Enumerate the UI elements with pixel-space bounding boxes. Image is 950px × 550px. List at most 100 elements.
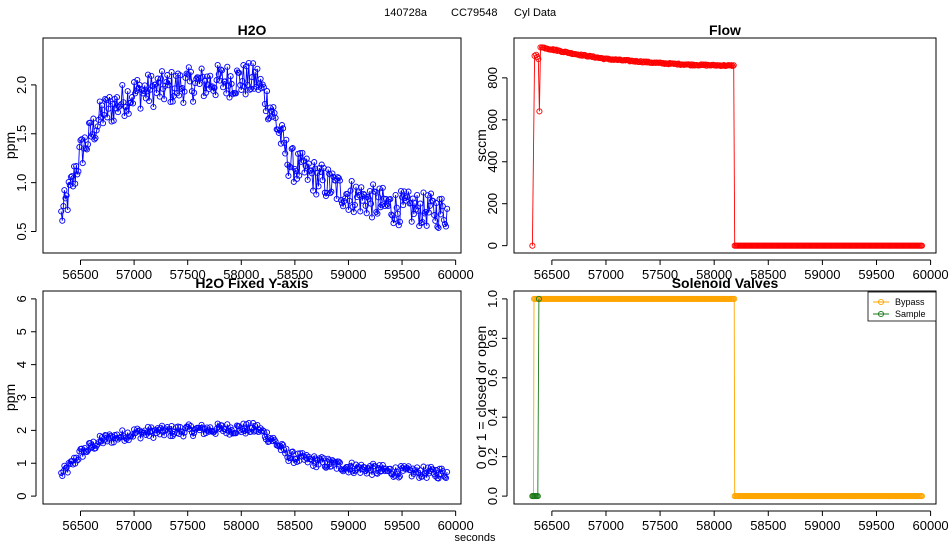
- h2o-data-point: [327, 190, 334, 197]
- h2o-fixed-data-point: [376, 462, 383, 469]
- h2o-data-point: [278, 122, 286, 129]
- valve-sample-data-point: [535, 295, 542, 302]
- legend-sample-label: Sample: [895, 309, 926, 319]
- h2o-data-point: [283, 136, 290, 143]
- h2o-fixed-data-point: [187, 422, 194, 430]
- h2o-fixed-data-point: [224, 421, 231, 428]
- h2o-data-point: [180, 99, 187, 106]
- h2o-fixed-data-point: [245, 419, 252, 427]
- h2o-data-point: [370, 181, 377, 188]
- h2o-data-point: [415, 207, 422, 214]
- h2o-data-point: [161, 96, 168, 103]
- h2o-data-point: [400, 202, 407, 209]
- h2o-data-point: [362, 202, 369, 209]
- panel-flow: Flow sccm 56500 57000 57500 58000 58500 59000 59…: [473, 22, 949, 282]
- h2o-data-point: [186, 78, 193, 85]
- h2o-data-point: [360, 190, 367, 197]
- h2o-data-point: [143, 88, 151, 95]
- flow-data-point: [730, 62, 737, 69]
- h2o-y-tick-label: 1.0: [14, 174, 29, 192]
- h2o-data-point: [227, 73, 234, 80]
- h2o-data-point: [313, 191, 320, 198]
- h2o-data-point: [157, 75, 164, 82]
- h2o-data-point: [134, 76, 141, 84]
- h2o-data-point: [277, 140, 284, 147]
- h2o-fixed-data-point: [420, 463, 427, 470]
- flow-y-tick-label: 400: [485, 151, 500, 173]
- h2o-data-point: [211, 84, 218, 91]
- h2o-data-point: [374, 210, 381, 217]
- h2o-fixed-data-point: [137, 435, 144, 442]
- h2o-data-point: [392, 191, 399, 199]
- h2o-data-point: [358, 184, 365, 191]
- h2o-data-point: [431, 212, 438, 219]
- flow-title: Flow: [709, 22, 741, 38]
- h2o-fixed-data-point: [326, 457, 333, 464]
- h2o-data-point: [154, 75, 161, 82]
- h2o-data-point: [81, 134, 88, 141]
- h2o-data-point: [110, 117, 117, 124]
- valves-x-tick-label: 57500: [642, 518, 678, 533]
- h2o-data-point: [372, 188, 379, 195]
- h2o-data-point: [77, 137, 84, 144]
- h2o-data-point: [346, 197, 353, 204]
- h2o-data-point: [286, 163, 293, 170]
- h2o-data-point: [326, 170, 333, 177]
- h2o-data-point: [323, 189, 331, 197]
- h2o-data-point: [59, 217, 66, 224]
- h2o-data-point: [72, 180, 79, 187]
- h2o-fixed-x-tick-label: 57500: [170, 518, 206, 533]
- h2o-data-point: [146, 97, 153, 105]
- valves-y-tick-label: 0.0: [485, 487, 500, 505]
- h2o-data-point: [78, 136, 85, 143]
- h2o-data-point: [158, 68, 166, 75]
- h2o-data-point: [405, 188, 412, 195]
- h2o-data-point: [311, 159, 318, 166]
- h2o-data-point: [250, 60, 257, 67]
- h2o-data-point: [395, 222, 402, 229]
- h2o-fixed-data-point: [442, 474, 450, 482]
- h2o-data-point: [344, 190, 351, 198]
- h2o-fixed-x-tick-label: 59000: [330, 518, 366, 533]
- h2o-data-point: [444, 205, 451, 212]
- h2o-data-point: [388, 211, 395, 218]
- h2o-data-point: [236, 69, 243, 76]
- valves-x-tick-label: 59500: [858, 518, 894, 533]
- h2o-data-point: [367, 200, 375, 207]
- h2o-data-point: [285, 172, 292, 179]
- h2o-data-point: [426, 202, 433, 209]
- h2o-data-point: [417, 200, 424, 207]
- valve-bypass-series-line: [532, 298, 922, 497]
- h2o-data-point: [168, 68, 175, 76]
- h2o-title: H2O: [238, 22, 267, 38]
- h2o-data-point: [421, 210, 428, 217]
- h2o-data-point: [350, 209, 357, 216]
- h2o-data-point: [176, 92, 183, 99]
- flow-data-point: [535, 55, 542, 63]
- h2o-fixed-data-point: [333, 465, 340, 472]
- panel-h2o: H2O ppm 56500 57000 57500 58000 58500 59000 5950…: [2, 22, 474, 282]
- h2o-fixed-data-point: [83, 448, 90, 456]
- h2o-data-point: [84, 141, 92, 148]
- h2o-data-point: [198, 65, 205, 72]
- h2o-data-point: [282, 150, 289, 157]
- h2o-data-point: [325, 166, 332, 173]
- h2o-data-point: [418, 220, 425, 227]
- flow-x-tick-label: 59000: [804, 267, 840, 282]
- h2o-data-point: [359, 197, 366, 204]
- h2o-data-point: [427, 190, 435, 197]
- h2o-data-point: [373, 208, 380, 216]
- h2o-data-point: [261, 100, 268, 108]
- h2o-data-point: [272, 114, 279, 122]
- h2o-data-point: [141, 82, 148, 89]
- flow-y-axis-label: sccm: [473, 129, 489, 162]
- h2o-fixed-data-point: [119, 427, 126, 434]
- h2o-data-point: [224, 63, 231, 70]
- h2o-data-point: [140, 87, 147, 94]
- flow-data-point: [529, 242, 536, 249]
- h2o-data-point: [292, 167, 299, 174]
- h2o-fixed-data-point: [75, 456, 82, 463]
- h2o-data-point: [270, 104, 277, 111]
- flow-data-point: [728, 62, 735, 69]
- h2o-data-point: [315, 183, 322, 190]
